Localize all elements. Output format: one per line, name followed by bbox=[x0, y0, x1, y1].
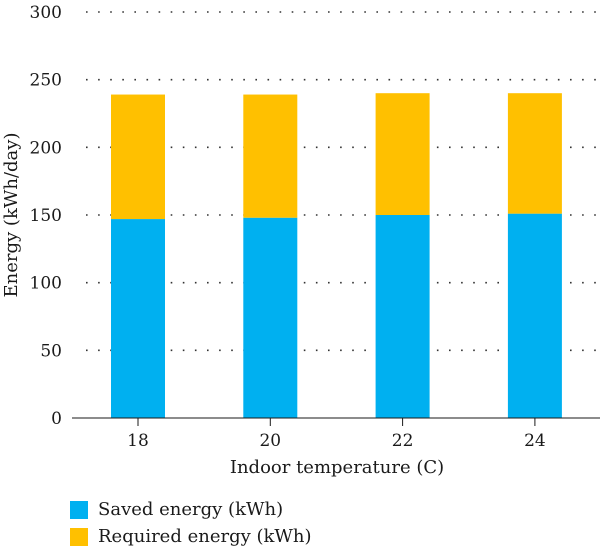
legend-label-required-energy: Required energy (kWh) bbox=[98, 526, 312, 547]
legend-swatch-required-energy bbox=[70, 527, 88, 546]
bar-required-18 bbox=[111, 94, 165, 220]
y-tick-label-200: 200 bbox=[30, 138, 62, 158]
x-tick-label-20: 20 bbox=[259, 431, 281, 451]
bars bbox=[111, 93, 562, 418]
x-axis-title: Indoor temperature (C) bbox=[230, 457, 444, 478]
y-axis-ticks: 0 50 100 150 200 250 300 bbox=[30, 3, 62, 429]
stacked-bar-chart: 0 50 100 150 200 250 300 18 20 22 24 Indoor tempe… bbox=[1, 3, 600, 478]
bar-saved-22 bbox=[375, 215, 430, 418]
bar-required-24 bbox=[507, 93, 562, 214]
y-tick-label-50: 50 bbox=[40, 341, 62, 361]
bar-saved-24 bbox=[507, 213, 562, 418]
bar-required-20 bbox=[243, 94, 298, 218]
y-tick-label-150: 150 bbox=[30, 206, 62, 226]
bar-saved-20 bbox=[243, 217, 298, 418]
y-tick-label-250: 250 bbox=[30, 71, 62, 91]
legend-swatch-saved-energy bbox=[70, 500, 88, 519]
x-tick-label-24: 24 bbox=[524, 431, 546, 451]
x-tick-label-18: 18 bbox=[127, 431, 149, 451]
legend-label-saved-energy: Saved energy (kWh) bbox=[98, 499, 284, 520]
x-tick-label-22: 22 bbox=[392, 431, 414, 451]
bar-required-22 bbox=[375, 93, 430, 215]
y-tick-label-0: 0 bbox=[51, 409, 62, 429]
y-axis-title: Energy (kWh/day) bbox=[1, 133, 22, 298]
legend: Saved energy (kWh) Required energy (kWh) bbox=[70, 496, 312, 550]
y-tick-label-100: 100 bbox=[30, 274, 62, 294]
legend-item-saved-energy: Saved energy (kWh) bbox=[70, 496, 312, 523]
x-axis-ticks: 18 20 22 24 bbox=[127, 418, 546, 451]
y-tick-label-300: 300 bbox=[30, 3, 62, 23]
bar-saved-18 bbox=[111, 219, 165, 418]
legend-item-required-energy: Required energy (kWh) bbox=[70, 523, 312, 550]
gridlines bbox=[86, 11, 600, 352]
